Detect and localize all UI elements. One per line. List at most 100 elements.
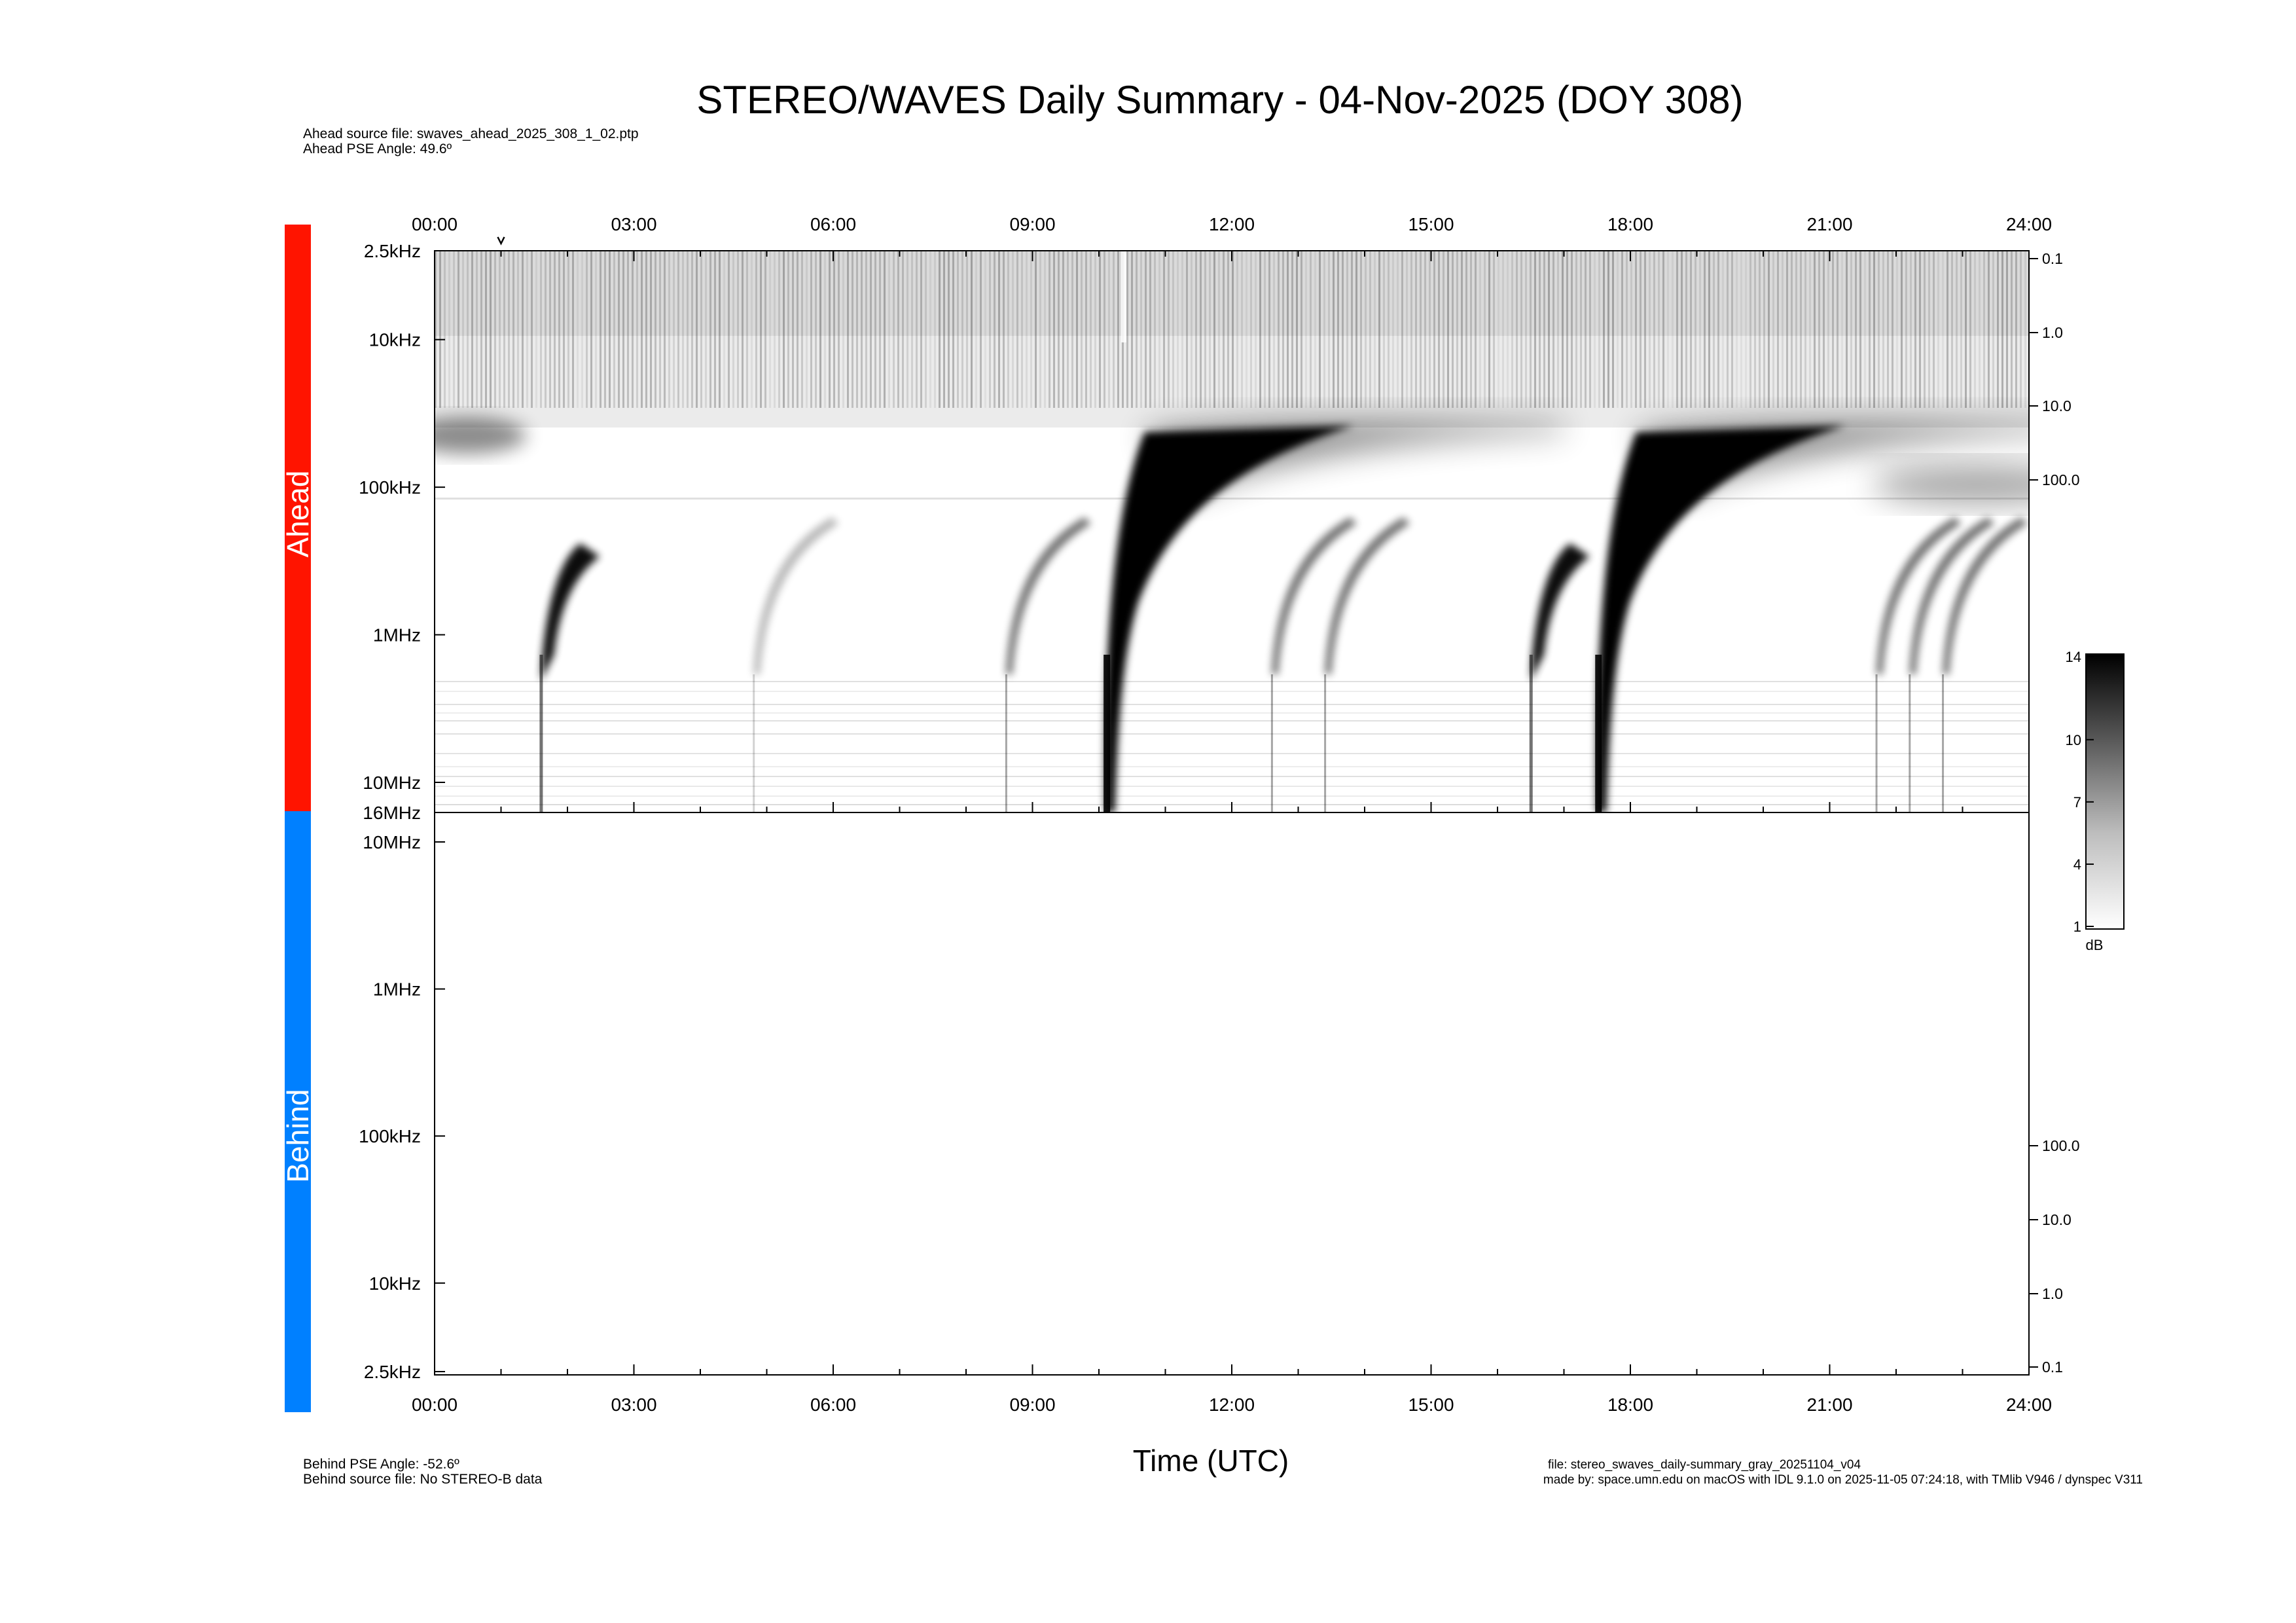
x-axis-label: Time (UTC): [1133, 1444, 1289, 1478]
chart-title: STEREO/WAVES Daily Summary - 04-Nov-2025…: [696, 78, 1743, 122]
noise-stripe: [1246, 251, 1247, 408]
noise-stripe: [2024, 251, 2026, 408]
behind-right-tick-label: 1.0: [2042, 1285, 2063, 1302]
colorbar-tick-label: 7: [2073, 794, 2081, 811]
noise-stripe: [1140, 251, 1142, 408]
noise-stripe: [1772, 251, 1774, 408]
noise-stripe: [1195, 251, 1197, 408]
noise-stripe: [1397, 251, 1399, 408]
noise-stripe: [742, 251, 744, 408]
noise-stripe: [975, 251, 977, 408]
noise-stripe: [1259, 251, 1261, 408]
noise-stripe: [810, 251, 812, 408]
noise-stripe: [1873, 251, 1875, 408]
noise-stripe: [567, 251, 569, 408]
noise-stripe: [1997, 251, 1999, 408]
noise-stripe: [760, 251, 762, 408]
interference-line: [435, 498, 2029, 500]
noise-stripe: [1429, 251, 1431, 408]
noise-stripe: [1488, 251, 1490, 408]
noise-stripe: [1708, 251, 1710, 408]
noise-stripe: [1768, 251, 1770, 408]
noise-stripe: [709, 251, 711, 408]
noise-stripe: [1071, 251, 1073, 408]
noise-stripe: [998, 251, 1000, 408]
noise-stripe: [797, 251, 798, 408]
noise-stripe: [1630, 251, 1632, 408]
noise-stripe: [1470, 251, 1472, 408]
noise-stripe: [1058, 251, 1060, 408]
noise-stripe: [1548, 251, 1550, 408]
interference-line: [435, 795, 2029, 797]
noise-stripe: [980, 251, 982, 408]
noise-stripe: [1644, 251, 1646, 408]
ahead-right-tick-label: 100.0: [2042, 471, 2080, 488]
noise-stripe: [439, 251, 441, 408]
noise-stripe: [590, 251, 592, 408]
x-tick-label-top: 18:00: [1607, 214, 1653, 234]
noise-stripe: [994, 251, 996, 408]
noise-stripe: [1543, 251, 1545, 408]
noise-stripe: [906, 251, 908, 408]
colorbar: 14 10 7 4 1 dB: [2066, 649, 2125, 953]
noise-stripe: [1300, 251, 1302, 408]
noise-stripe: [1099, 251, 1101, 408]
colorbar-tick-label: 4: [2073, 856, 2081, 873]
noise-stripe: [1603, 251, 1605, 408]
noise-stripe: [1236, 251, 1238, 408]
noise-stripe: [632, 251, 634, 408]
noise-stripe: [641, 251, 643, 408]
noise-stripe: [1433, 251, 1435, 408]
noise-stripe: [1846, 251, 1848, 408]
noise-stripe: [1837, 251, 1839, 408]
noise-stripe: [1502, 251, 1504, 408]
noise-stripe: [558, 251, 560, 408]
noise-stripe: [1557, 251, 1559, 408]
noise-stripe: [961, 251, 963, 408]
x-tick-label-bottom: 06:00: [810, 1395, 856, 1415]
noise-stripe: [1264, 251, 1266, 408]
ahead-noise-band-lower: [435, 336, 2029, 428]
noise-stripe: [1094, 251, 1096, 408]
noise-stripe: [1035, 251, 1037, 408]
noise-stripe: [1965, 251, 1967, 408]
noise-stripe: [1319, 251, 1321, 408]
radio-burst-glow: [435, 417, 526, 454]
ahead-y-tick-label: 10MHz: [363, 773, 421, 793]
noise-stripe: [1113, 251, 1115, 408]
ahead-right-tick-label: 0.1: [2042, 250, 2063, 267]
noise-stripe: [1933, 251, 1935, 408]
noise-stripe: [870, 251, 872, 408]
noise-stripe: [471, 251, 473, 408]
radio-burst: [1595, 420, 2029, 812]
noise-stripe: [1392, 251, 1394, 408]
radio-burst-glow: [1872, 465, 2029, 504]
noise-stripe: [1305, 251, 1307, 408]
noise-stripe: [1685, 251, 1687, 408]
noise-stripe: [1337, 251, 1339, 408]
noise-stripe: [1635, 251, 1637, 408]
behind-y-tick-label: 10kHz: [369, 1273, 421, 1294]
noise-stripe: [934, 251, 936, 408]
noise-stripe: [1878, 251, 1880, 408]
noise-stripe: [705, 251, 707, 408]
noise-stripe: [1076, 251, 1078, 408]
noise-stripe: [833, 251, 835, 408]
noise-stripe: [751, 251, 753, 408]
ahead-y-tick-label: 1MHz: [373, 625, 421, 646]
noise-stripe: [874, 251, 876, 408]
behind-pse-angle: Behind PSE Angle: -52.6º: [303, 1457, 459, 1472]
noise-stripe: [563, 251, 565, 408]
noise-stripe: [1383, 251, 1385, 408]
interference-line: [435, 720, 2029, 721]
noise-stripe: [1988, 251, 1990, 408]
noise-stripe: [453, 251, 455, 408]
noise-stripe: [764, 251, 766, 408]
x-tick-label-bottom: 00:00: [412, 1395, 457, 1415]
noise-stripe: [728, 251, 730, 408]
noise-stripe: [884, 251, 886, 408]
noise-stripe: [1782, 251, 1784, 408]
noise-stripe: [1090, 251, 1092, 408]
noise-stripe: [609, 251, 611, 408]
noise-stripe: [1983, 251, 1985, 408]
